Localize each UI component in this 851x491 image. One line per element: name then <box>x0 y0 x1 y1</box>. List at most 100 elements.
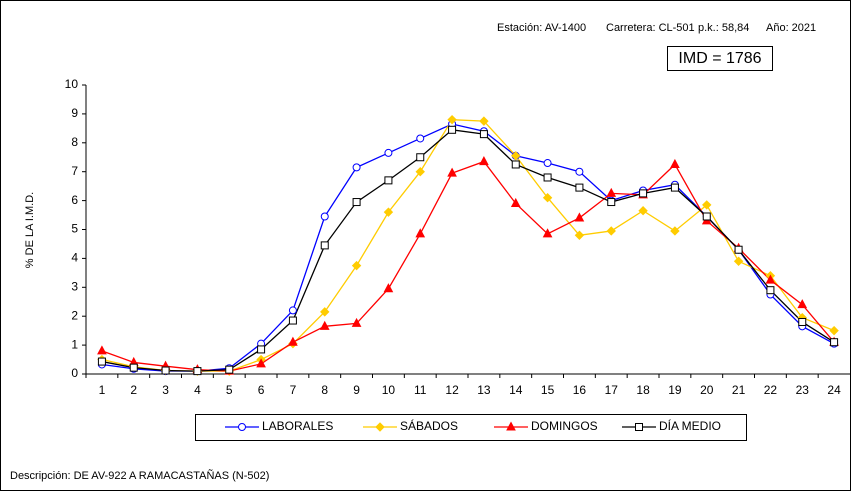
x-tick-label: 2 <box>130 383 137 397</box>
marker <box>415 228 426 238</box>
marker <box>510 197 521 207</box>
marker <box>415 166 425 177</box>
marker <box>479 156 489 166</box>
marker <box>129 363 138 372</box>
marker <box>193 367 202 376</box>
marker <box>543 159 552 168</box>
x-tick-label: 15 <box>541 383 555 397</box>
y-tick-label: 3 <box>71 279 78 293</box>
marker <box>575 167 584 176</box>
marker <box>384 148 393 157</box>
marker <box>257 345 266 354</box>
marker <box>288 336 298 346</box>
x-tick-label: 9 <box>353 383 360 397</box>
marker <box>447 114 457 125</box>
y-tick-label: 0 <box>71 366 78 380</box>
marker <box>542 228 553 238</box>
y-tick-label: 8 <box>71 135 78 149</box>
x-tick-label: 19 <box>668 383 682 397</box>
legend-label: DOMINGOS <box>531 419 598 433</box>
marker <box>830 338 839 347</box>
x-tick-label: 24 <box>827 383 841 397</box>
y-tick-label: 9 <box>71 106 78 120</box>
header-field: Carretera: CL-501 <box>606 22 695 34</box>
marker <box>97 345 107 355</box>
x-tick-label: 23 <box>796 383 810 397</box>
x-tick-label: 13 <box>477 383 491 397</box>
marker <box>288 306 297 315</box>
marker <box>447 167 457 177</box>
x-tick-label: 18 <box>636 383 650 397</box>
marker <box>543 173 552 182</box>
marker <box>574 230 585 240</box>
header-field: p.k.: 58,84 <box>698 22 749 34</box>
legend-label: SÁBADOS <box>400 418 458 433</box>
marker <box>798 317 807 326</box>
x-tick-label: 12 <box>445 383 459 397</box>
marker <box>256 358 266 368</box>
x-tick-label: 6 <box>258 383 265 397</box>
marker <box>670 226 680 236</box>
header-field: Año: 2021 <box>766 22 816 34</box>
marker <box>765 274 776 284</box>
marker <box>506 421 516 431</box>
marker <box>383 207 394 217</box>
x-tick-label: 11 <box>414 383 427 397</box>
marker <box>97 357 106 366</box>
y-tick-label: 4 <box>71 251 78 265</box>
marker <box>161 366 170 375</box>
imd: IMD = 1786 <box>678 50 761 67</box>
marker <box>797 299 808 309</box>
marker <box>320 212 329 221</box>
y-tick-label: 10 <box>65 77 79 91</box>
marker <box>702 212 711 221</box>
header-field: Estación: AV-1400 <box>497 22 586 34</box>
series-line <box>101 129 835 372</box>
x-tick-label: 8 <box>321 383 328 397</box>
marker <box>766 286 775 295</box>
x-tick-label: 22 <box>764 383 778 397</box>
marker <box>733 256 744 266</box>
x-tick-label: 17 <box>605 383 619 397</box>
description: Descripción: DE AV-922 A RAMACASTAÑAS (N… <box>10 469 269 482</box>
marker <box>320 307 330 317</box>
x-tick-label: 3 <box>162 383 169 397</box>
marker <box>606 226 616 236</box>
marker <box>639 189 648 198</box>
y-tick-label: 5 <box>71 222 78 236</box>
marker <box>352 198 361 207</box>
marker <box>375 422 385 432</box>
x-tick-label: 20 <box>700 383 714 397</box>
y-tick-label: 1 <box>71 337 78 351</box>
x-tick-label: 21 <box>732 383 746 397</box>
marker <box>448 125 457 134</box>
marker <box>479 130 488 139</box>
marker <box>511 160 520 169</box>
marker <box>416 153 425 162</box>
y-tick-label: 7 <box>71 164 78 178</box>
marker <box>288 316 297 325</box>
marker <box>542 193 553 203</box>
marker <box>351 317 362 327</box>
x-tick-label: 7 <box>290 383 297 397</box>
marker <box>829 325 839 336</box>
marker <box>635 423 643 431</box>
marker <box>607 198 616 207</box>
marker <box>670 158 680 168</box>
x-tick-label: 14 <box>509 383 523 397</box>
marker <box>638 206 648 216</box>
y-tick-label: 2 <box>71 308 78 322</box>
marker <box>575 183 584 192</box>
marker <box>319 320 330 330</box>
marker <box>702 200 712 210</box>
marker <box>351 260 362 271</box>
marker <box>734 245 743 254</box>
marker <box>574 212 585 222</box>
x-tick-label: 16 <box>573 383 587 397</box>
marker <box>670 183 679 192</box>
x-tick-label: 4 <box>194 383 201 397</box>
legend-label: LABORALES <box>262 419 333 433</box>
marker <box>479 116 489 126</box>
